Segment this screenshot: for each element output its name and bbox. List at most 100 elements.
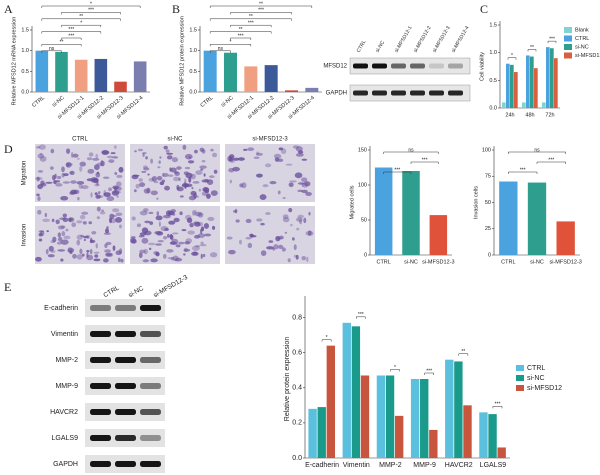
cell — [114, 172, 118, 175]
blot-band — [90, 331, 111, 337]
cell — [259, 194, 267, 201]
cell — [239, 183, 244, 188]
cell — [170, 167, 177, 173]
cell — [155, 252, 160, 257]
cell — [294, 172, 303, 179]
bar — [542, 102, 546, 108]
cell — [161, 179, 166, 183]
cell — [285, 163, 293, 166]
cell — [48, 245, 54, 252]
significance-label: * — [90, 1, 92, 7]
y-tick-label: 50 — [485, 200, 491, 206]
cell — [96, 206, 101, 212]
y-tick-label: 1.0 — [189, 48, 197, 54]
cell — [250, 235, 257, 238]
cell — [45, 248, 49, 255]
cell — [172, 213, 176, 216]
y-axis-label: Relative MFSD12 protein expression — [179, 16, 185, 106]
cell — [50, 148, 55, 154]
bar — [556, 221, 575, 255]
cell — [55, 183, 63, 187]
cell — [63, 173, 69, 177]
cell — [176, 166, 182, 170]
cell — [70, 180, 77, 184]
cell — [69, 250, 73, 255]
row-label: Invasion — [22, 224, 28, 246]
cell — [308, 211, 311, 216]
blot-band — [372, 90, 387, 96]
significance-bracket — [536, 161, 566, 164]
cell — [194, 234, 201, 239]
bar — [203, 50, 217, 92]
cell — [106, 226, 109, 229]
cell — [247, 242, 253, 249]
cell — [112, 156, 119, 159]
significance-bracket — [547, 40, 557, 44]
cell — [307, 230, 312, 236]
x-tick-label: MMP-2 — [379, 462, 402, 469]
cell — [99, 211, 106, 215]
bar — [488, 414, 497, 458]
cell — [301, 255, 307, 261]
cell — [200, 241, 204, 245]
row-label: MMP-2 — [55, 357, 78, 364]
cell — [94, 183, 100, 187]
cell — [77, 157, 80, 160]
cell — [139, 210, 148, 216]
cell — [295, 254, 299, 260]
blot-band — [140, 357, 161, 363]
cell — [185, 172, 193, 179]
cell — [297, 182, 305, 185]
cell — [88, 221, 93, 225]
panel-letter: B — [172, 2, 180, 16]
blot-band — [140, 461, 161, 467]
cell — [297, 214, 304, 219]
blot-band — [353, 63, 368, 69]
cell — [167, 257, 175, 260]
significance-bracket — [424, 372, 434, 375]
lane-label: CTRL — [102, 284, 121, 299]
row-label: GAPDH — [326, 91, 347, 97]
bar — [454, 361, 463, 458]
cell — [61, 166, 65, 173]
blot-band — [429, 90, 444, 96]
cell — [159, 156, 162, 159]
blot-band — [140, 383, 161, 389]
cell — [61, 172, 65, 178]
cell — [162, 172, 165, 178]
cell — [277, 190, 281, 195]
cell — [115, 181, 122, 187]
cell — [211, 152, 218, 158]
cell — [185, 183, 193, 188]
bar — [133, 61, 147, 92]
cell — [175, 244, 181, 248]
cell — [245, 218, 252, 224]
bar — [376, 375, 386, 458]
significance-label: ns — [408, 147, 414, 153]
row-label: MFSD12 — [323, 64, 347, 70]
lane-label: si-MFSD12-1 — [394, 25, 414, 54]
cell — [207, 216, 215, 221]
cell — [202, 253, 206, 258]
cell — [282, 196, 286, 200]
cell — [185, 238, 193, 244]
cell — [93, 251, 100, 254]
cell — [70, 151, 74, 158]
significance-label: ns — [49, 46, 55, 52]
cell — [50, 240, 56, 243]
bar — [351, 326, 361, 458]
x-tick-label: 48h — [525, 112, 534, 118]
blot-band — [448, 90, 463, 96]
cell — [288, 207, 293, 213]
cell — [278, 235, 284, 240]
blot-band — [90, 357, 111, 363]
cell — [95, 153, 99, 159]
y-tick-label: 1.5 — [189, 27, 197, 33]
bar — [506, 63, 510, 108]
cell — [60, 195, 69, 201]
significance-bracket — [492, 406, 503, 409]
cell — [178, 241, 185, 245]
cell — [76, 220, 83, 224]
row-label: HAVCR2 — [50, 409, 78, 416]
